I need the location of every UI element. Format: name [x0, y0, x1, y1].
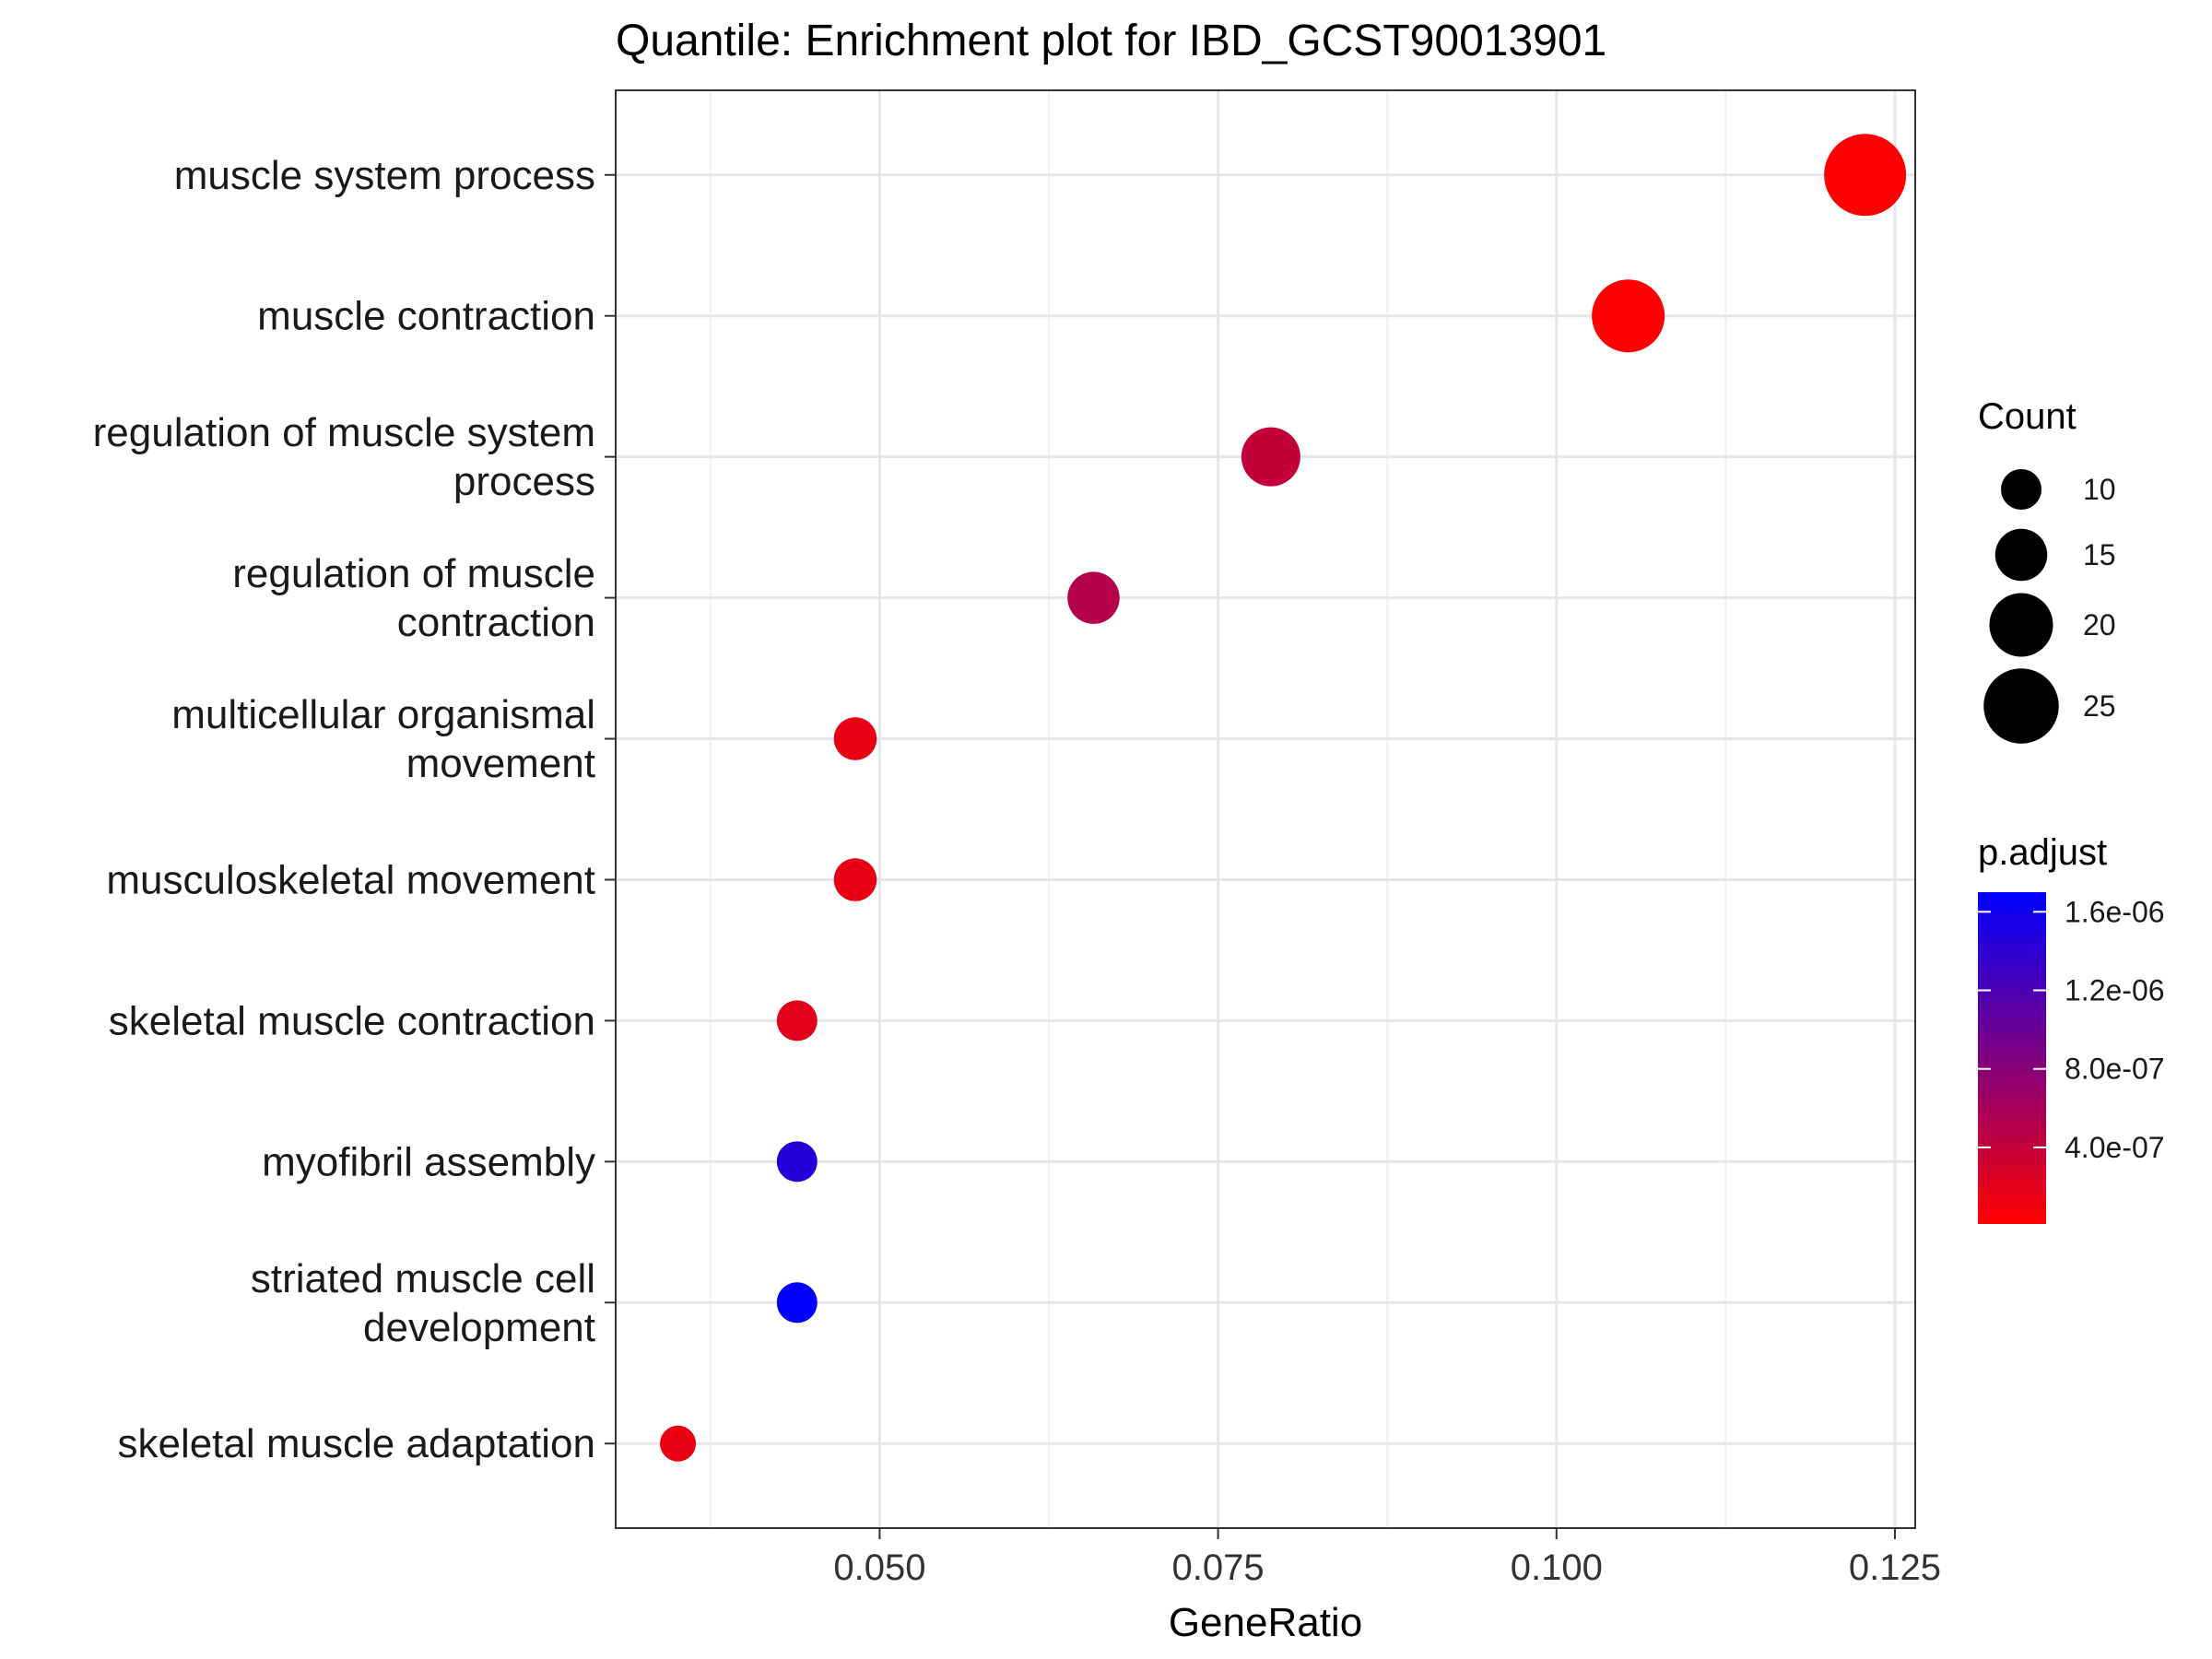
- x-axis: 0.050 0.075 0.100 0.125: [833, 1528, 1941, 1588]
- count-legend-label: 15: [2083, 538, 2116, 571]
- x-axis-title: GeneRatio: [1169, 1600, 1362, 1645]
- y-tick-label: muscle system process: [174, 153, 595, 198]
- data-point: [776, 1282, 818, 1324]
- y-tick-label: skeletal muscle contraction: [109, 998, 595, 1043]
- y-tick-label: contraction: [397, 600, 595, 645]
- x-tick-label: 0.050: [833, 1547, 925, 1588]
- count-legend: Count 10 15 20 25: [1978, 396, 2116, 744]
- y-tick-label: multicellular organismal: [171, 692, 595, 737]
- count-legend-key: [2001, 469, 2041, 510]
- count-legend-label: 25: [2083, 689, 2116, 723]
- y-tick-label: musculoskeletal movement: [106, 857, 595, 902]
- colorbar-label: 8.0e-07: [2065, 1053, 2165, 1086]
- y-tick-label: regulation of muscle: [232, 551, 595, 596]
- y-axis-labels: muscle system process muscle contraction r…: [93, 153, 616, 1466]
- y-tick-label: regulation of muscle system: [93, 410, 595, 455]
- p-adjust-colorbar: [1978, 892, 2046, 1224]
- y-tick-label: process: [453, 459, 595, 504]
- data-point: [833, 717, 877, 760]
- x-tick-label: 0.075: [1172, 1547, 1265, 1588]
- data-point: [776, 1141, 818, 1182]
- data-point: [1592, 279, 1665, 353]
- grid-lines: [616, 90, 1915, 1528]
- y-tick-label: striated muscle cell: [251, 1256, 595, 1301]
- count-legend-title: Count: [1978, 396, 2077, 437]
- chart-title: Quantile: Enrichment plot for IBD_GCST90…: [616, 17, 1606, 65]
- colorbar-label: 4.0e-07: [2065, 1131, 2165, 1164]
- data-point: [1241, 427, 1300, 487]
- count-legend-key: [1989, 593, 2053, 657]
- count-legend-key: [1983, 668, 2059, 744]
- y-tick-label: development: [363, 1305, 595, 1350]
- colorbar-label: 1.6e-06: [2065, 895, 2165, 928]
- plot-panel: [615, 89, 1916, 1529]
- y-tick-label: myofibril assembly: [262, 1139, 595, 1184]
- y-tick-label: muscle contraction: [257, 294, 595, 339]
- data-point: [1824, 134, 1907, 217]
- colorbar-label: 1.2e-06: [2065, 974, 2165, 1007]
- count-legend-label: 20: [2083, 608, 2116, 641]
- data-point: [1067, 571, 1120, 624]
- count-legend-key: [1994, 528, 2048, 582]
- count-legend-label: 10: [2083, 473, 2116, 506]
- x-tick-label: 0.100: [1511, 1547, 1603, 1588]
- p-adjust-legend-title: p.adjust: [1978, 832, 2107, 873]
- p-adjust-legend: p.adjust 1.6e-06 1.2e-06 8.0e-07 4.0e-07: [1978, 832, 2165, 1224]
- data-point: [776, 1000, 818, 1041]
- data-point: [833, 858, 877, 901]
- data-points: [660, 134, 1907, 1462]
- y-tick-label: movement: [406, 741, 595, 786]
- data-point: [660, 1425, 697, 1462]
- y-tick-label: skeletal muscle adaptation: [117, 1421, 595, 1466]
- x-tick-label: 0.125: [1849, 1547, 1941, 1588]
